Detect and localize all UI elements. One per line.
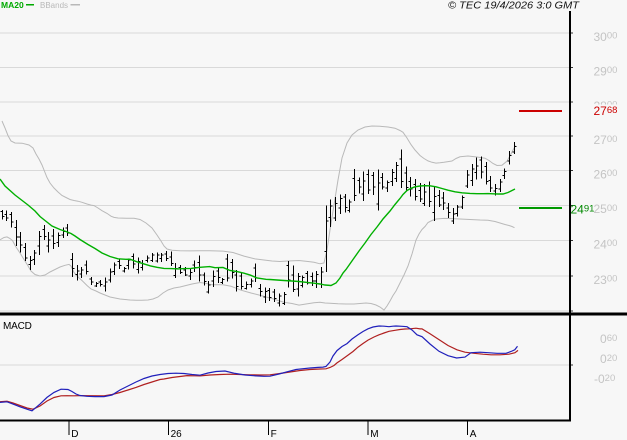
- svg-text:26: 26: [171, 429, 183, 440]
- svg-text:2500: 2500: [594, 202, 618, 216]
- svg-text:M: M: [370, 429, 378, 440]
- svg-text:2768: 2768: [594, 104, 618, 118]
- svg-text:-020: -020: [594, 372, 615, 386]
- svg-text:3000: 3000: [594, 30, 618, 44]
- svg-text:F: F: [271, 429, 277, 440]
- svg-text:020: 020: [600, 352, 617, 366]
- svg-text:2400: 2400: [594, 237, 618, 251]
- svg-text:2900: 2900: [594, 64, 618, 78]
- svg-text:BBands: BBands: [40, 1, 68, 10]
- svg-text:MACD: MACD: [3, 321, 32, 332]
- svg-text:© TEC 19/4/2026 3:0 GMT: © TEC 19/4/2026 3:0 GMT: [448, 1, 580, 12]
- svg-text:060: 060: [600, 332, 617, 346]
- svg-text:2491: 2491: [571, 203, 595, 217]
- svg-text:D: D: [71, 429, 78, 440]
- svg-text:MA20: MA20: [1, 0, 24, 10]
- svg-text:2700: 2700: [594, 133, 618, 147]
- svg-text:2300: 2300: [594, 273, 618, 287]
- svg-text:2600: 2600: [594, 167, 618, 181]
- svg-text:A: A: [470, 429, 477, 440]
